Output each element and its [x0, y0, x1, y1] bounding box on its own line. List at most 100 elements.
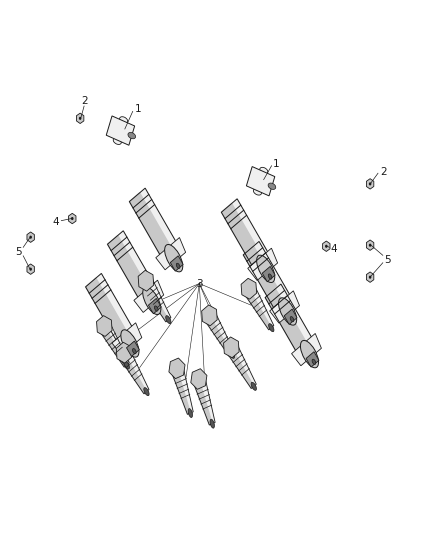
- Polygon shape: [276, 284, 318, 352]
- Text: 4: 4: [330, 244, 337, 254]
- Polygon shape: [118, 231, 160, 299]
- Polygon shape: [250, 286, 274, 328]
- Ellipse shape: [251, 382, 256, 390]
- Ellipse shape: [124, 361, 129, 369]
- Polygon shape: [367, 179, 374, 189]
- Polygon shape: [211, 313, 234, 354]
- Polygon shape: [106, 324, 129, 365]
- Polygon shape: [265, 289, 312, 361]
- Polygon shape: [191, 369, 207, 389]
- Polygon shape: [241, 278, 257, 299]
- Polygon shape: [262, 266, 275, 282]
- Ellipse shape: [312, 359, 316, 365]
- Polygon shape: [127, 341, 139, 357]
- Ellipse shape: [229, 350, 234, 358]
- Ellipse shape: [268, 274, 272, 279]
- Ellipse shape: [143, 287, 161, 314]
- Polygon shape: [233, 345, 256, 386]
- Polygon shape: [169, 358, 185, 378]
- Polygon shape: [107, 236, 154, 308]
- Text: 1: 1: [134, 104, 141, 114]
- Polygon shape: [292, 334, 321, 366]
- Ellipse shape: [260, 167, 268, 174]
- Polygon shape: [156, 238, 186, 270]
- Polygon shape: [243, 246, 290, 318]
- Polygon shape: [148, 298, 161, 314]
- Polygon shape: [116, 342, 132, 363]
- Ellipse shape: [254, 189, 261, 195]
- Text: 5: 5: [15, 247, 22, 256]
- Polygon shape: [227, 349, 254, 389]
- Ellipse shape: [144, 387, 149, 395]
- Circle shape: [29, 268, 32, 271]
- Polygon shape: [120, 354, 146, 394]
- Polygon shape: [27, 232, 34, 243]
- Circle shape: [29, 236, 32, 239]
- Polygon shape: [112, 323, 142, 355]
- Polygon shape: [223, 337, 239, 358]
- Polygon shape: [77, 113, 84, 124]
- Text: 5: 5: [384, 255, 391, 264]
- Polygon shape: [367, 272, 374, 282]
- Polygon shape: [125, 350, 149, 392]
- Polygon shape: [232, 199, 274, 267]
- Polygon shape: [270, 291, 300, 323]
- Polygon shape: [138, 270, 154, 291]
- Polygon shape: [221, 204, 268, 276]
- Polygon shape: [106, 116, 134, 145]
- Ellipse shape: [300, 341, 318, 368]
- Polygon shape: [306, 352, 319, 367]
- Ellipse shape: [155, 306, 158, 311]
- Circle shape: [369, 182, 371, 185]
- Polygon shape: [69, 213, 76, 224]
- Polygon shape: [100, 328, 127, 367]
- Ellipse shape: [177, 263, 180, 269]
- Polygon shape: [140, 188, 182, 256]
- Text: 3: 3: [196, 279, 203, 288]
- Polygon shape: [248, 248, 278, 280]
- Text: 4: 4: [53, 217, 60, 227]
- Polygon shape: [142, 282, 168, 322]
- Polygon shape: [170, 256, 183, 271]
- Ellipse shape: [279, 298, 297, 325]
- Ellipse shape: [120, 117, 127, 123]
- Circle shape: [369, 244, 371, 247]
- Ellipse shape: [257, 255, 275, 282]
- Polygon shape: [201, 305, 217, 326]
- Polygon shape: [284, 309, 297, 325]
- Polygon shape: [147, 278, 171, 320]
- Text: 2: 2: [380, 167, 387, 176]
- Ellipse shape: [121, 330, 139, 357]
- Polygon shape: [27, 264, 34, 274]
- Polygon shape: [96, 273, 138, 342]
- Ellipse shape: [188, 409, 192, 417]
- Circle shape: [325, 245, 328, 248]
- Polygon shape: [177, 368, 193, 413]
- Polygon shape: [172, 370, 191, 414]
- Polygon shape: [205, 317, 232, 357]
- Polygon shape: [96, 316, 112, 336]
- Polygon shape: [134, 280, 164, 312]
- Ellipse shape: [210, 419, 214, 428]
- Ellipse shape: [166, 316, 171, 324]
- Polygon shape: [194, 381, 212, 425]
- Polygon shape: [254, 241, 296, 310]
- Circle shape: [369, 276, 371, 279]
- Ellipse shape: [290, 317, 294, 322]
- Polygon shape: [323, 241, 330, 252]
- Ellipse shape: [128, 132, 136, 139]
- Polygon shape: [129, 193, 176, 265]
- Polygon shape: [367, 240, 374, 251]
- Circle shape: [79, 117, 81, 120]
- Text: 2: 2: [81, 96, 88, 106]
- Circle shape: [71, 217, 74, 220]
- Ellipse shape: [113, 138, 121, 144]
- Ellipse shape: [165, 245, 183, 272]
- Ellipse shape: [268, 183, 276, 189]
- Polygon shape: [245, 290, 271, 330]
- Polygon shape: [247, 167, 275, 196]
- Polygon shape: [199, 378, 215, 424]
- Ellipse shape: [133, 349, 136, 354]
- Polygon shape: [85, 278, 132, 350]
- Ellipse shape: [268, 324, 274, 332]
